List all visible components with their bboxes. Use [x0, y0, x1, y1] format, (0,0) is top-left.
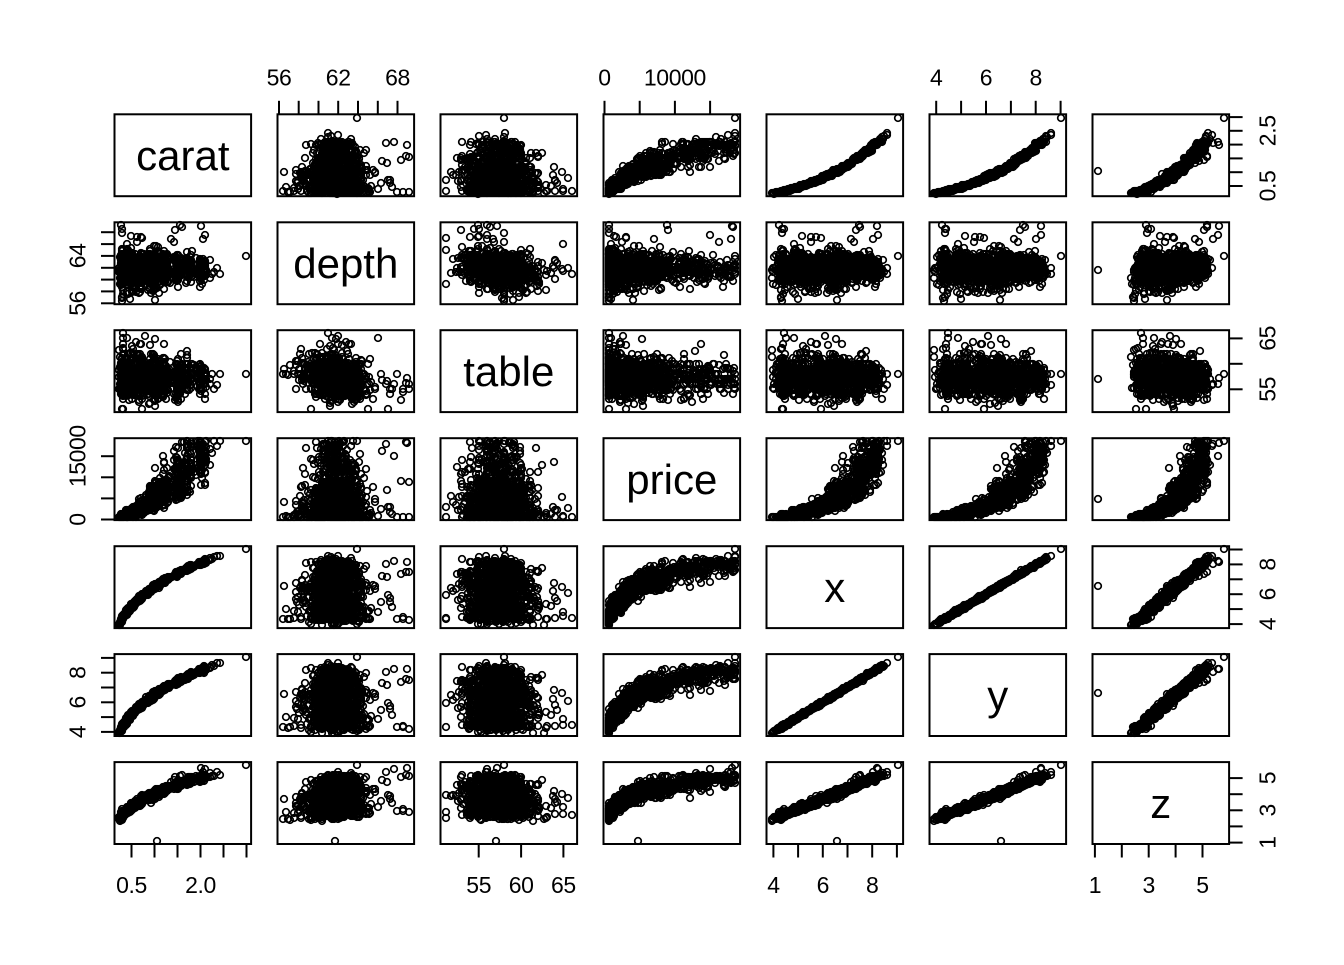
svg-text:4: 4: [65, 725, 91, 738]
svg-text:carat: carat: [136, 132, 230, 179]
svg-text:3: 3: [1255, 804, 1281, 816]
svg-text:1: 1: [1255, 836, 1281, 848]
svg-text:62: 62: [326, 65, 351, 91]
svg-text:table: table: [463, 348, 554, 395]
svg-text:0.5: 0.5: [116, 872, 147, 898]
svg-text:1: 1: [1089, 872, 1101, 898]
svg-text:0.5: 0.5: [1255, 171, 1281, 202]
svg-text:depth: depth: [293, 240, 398, 287]
svg-text:6: 6: [817, 872, 829, 898]
svg-text:56: 56: [65, 291, 91, 316]
svg-text:5: 5: [1255, 772, 1281, 784]
svg-text:4: 4: [1255, 617, 1281, 630]
svg-text:65: 65: [1255, 326, 1281, 351]
svg-text:64: 64: [65, 243, 91, 268]
svg-text:4: 4: [930, 65, 943, 91]
svg-text:z: z: [1150, 780, 1171, 827]
svg-text:56: 56: [267, 65, 292, 91]
svg-text:6: 6: [65, 696, 91, 708]
svg-text:55: 55: [466, 872, 491, 898]
svg-text:4: 4: [767, 872, 780, 898]
svg-text:y: y: [987, 672, 1008, 719]
svg-text:8: 8: [1029, 65, 1041, 91]
svg-text:8: 8: [65, 666, 91, 678]
svg-text:2.0: 2.0: [185, 872, 216, 898]
svg-text:55: 55: [1255, 377, 1281, 402]
svg-text:0: 0: [65, 513, 91, 525]
svg-text:6: 6: [980, 65, 992, 91]
svg-text:65: 65: [551, 872, 576, 898]
svg-text:15000: 15000: [65, 425, 91, 487]
svg-text:8: 8: [1255, 558, 1281, 570]
svg-text:68: 68: [385, 65, 410, 91]
svg-text:60: 60: [509, 872, 534, 898]
svg-text:price: price: [626, 456, 717, 503]
svg-text:10000: 10000: [644, 65, 706, 91]
svg-text:x: x: [824, 564, 845, 611]
svg-text:5: 5: [1196, 872, 1208, 898]
svg-text:0: 0: [598, 65, 610, 91]
svg-text:2.5: 2.5: [1255, 115, 1281, 146]
svg-text:3: 3: [1142, 872, 1154, 898]
svg-text:6: 6: [1255, 588, 1281, 600]
svg-text:8: 8: [866, 872, 878, 898]
